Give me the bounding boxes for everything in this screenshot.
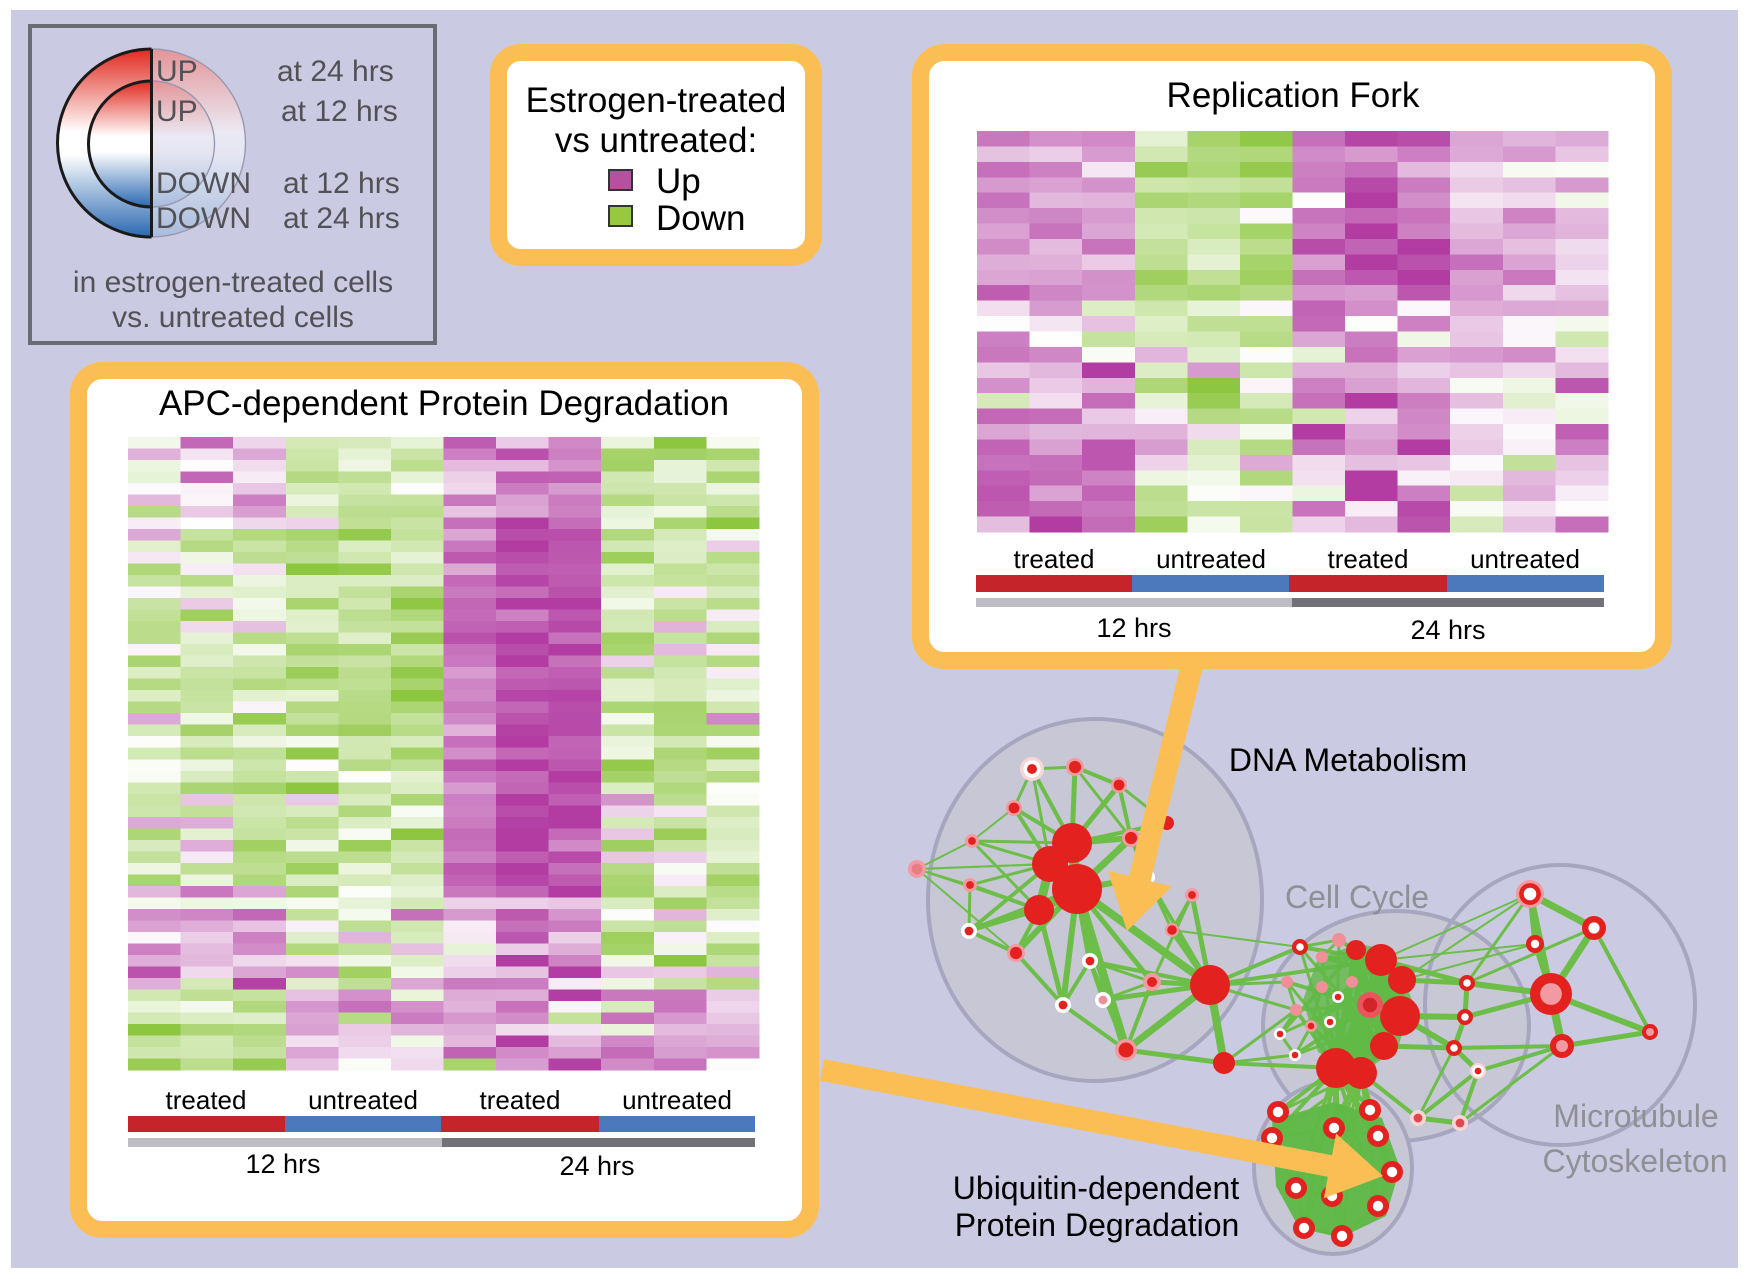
svg-text:24 hrs: 24 hrs xyxy=(1410,615,1485,645)
svg-text:at 12 hrs: at 12 hrs xyxy=(283,167,400,200)
svg-text:Down: Down xyxy=(656,199,745,238)
svg-text:DOWN: DOWN xyxy=(156,202,251,235)
svg-text:Microtubule: Microtubule xyxy=(1553,1098,1718,1134)
svg-text:at 24 hrs: at 24 hrs xyxy=(277,55,394,88)
svg-text:DOWN: DOWN xyxy=(156,167,251,200)
svg-text:treated: treated xyxy=(1328,544,1409,574)
svg-text:at 12 hrs: at 12 hrs xyxy=(281,95,398,128)
svg-text:in estrogen-treated cells: in estrogen-treated cells xyxy=(73,266,393,299)
svg-text:12 hrs: 12 hrs xyxy=(245,1149,320,1179)
svg-text:Ubiquitin-dependent: Ubiquitin-dependent xyxy=(953,1170,1240,1206)
svg-text:12 hrs: 12 hrs xyxy=(1096,613,1171,643)
svg-text:vs. untreated cells: vs. untreated cells xyxy=(112,301,354,334)
svg-text:treated: treated xyxy=(480,1085,561,1115)
svg-text:Estrogen-treated: Estrogen-treated xyxy=(526,81,787,120)
svg-text:DNA Metabolism: DNA Metabolism xyxy=(1229,742,1467,778)
svg-text:Cell Cycle: Cell Cycle xyxy=(1285,879,1429,915)
svg-text:untreated: untreated xyxy=(1156,544,1266,574)
svg-text:untreated: untreated xyxy=(622,1085,732,1115)
svg-text:Cytoskeleton: Cytoskeleton xyxy=(1543,1143,1728,1179)
svg-text:24 hrs: 24 hrs xyxy=(559,1151,634,1181)
svg-text:untreated: untreated xyxy=(1470,544,1580,574)
svg-text:UP: UP xyxy=(156,95,198,128)
svg-text:Replication Fork: Replication Fork xyxy=(1167,76,1420,115)
svg-text:UP: UP xyxy=(156,55,198,88)
svg-text:treated: treated xyxy=(166,1085,247,1115)
svg-text:at 24 hrs: at 24 hrs xyxy=(283,202,400,235)
svg-text:treated: treated xyxy=(1014,544,1095,574)
svg-text:APC-dependent Protein Degradat: APC-dependent Protein Degradation xyxy=(159,384,729,423)
svg-text:untreated: untreated xyxy=(308,1085,418,1115)
svg-text:vs untreated:: vs untreated: xyxy=(555,121,757,160)
svg-text:Protein Degradation: Protein Degradation xyxy=(955,1207,1240,1243)
svg-text:Up: Up xyxy=(656,162,701,201)
